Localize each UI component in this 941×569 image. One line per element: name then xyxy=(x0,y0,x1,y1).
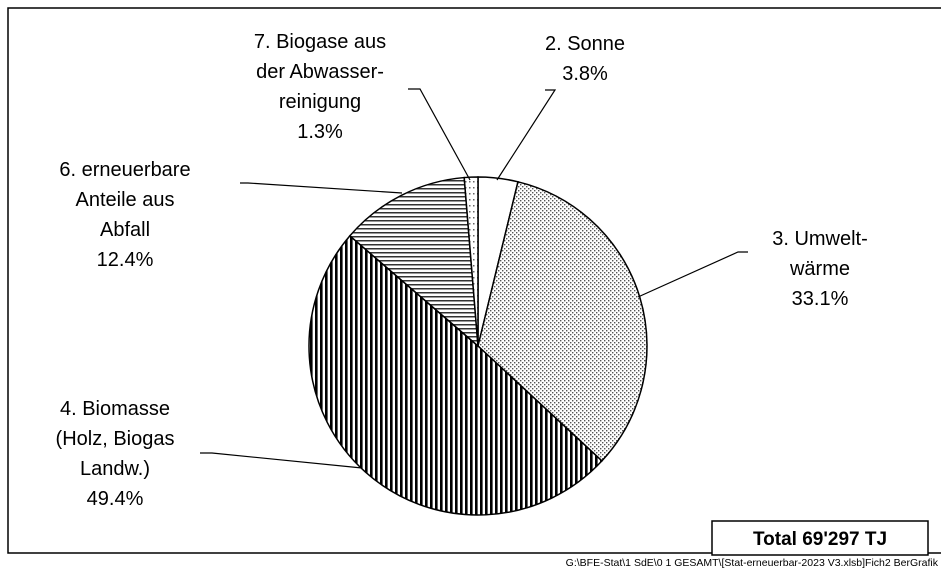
slice-label: 3. Umwelt-wärme xyxy=(772,228,868,280)
value-label: 3.8% xyxy=(562,63,608,85)
label-line: reinigung xyxy=(279,91,361,113)
pie-slice xyxy=(463,176,479,347)
slice-label: 4. Biomasse (Holz, Biogas Landw.) xyxy=(56,398,175,480)
label-line: (Holz, Biogas xyxy=(56,428,175,450)
frame xyxy=(7,7,941,554)
label-line: 6. erneuerbare xyxy=(59,159,190,181)
value-label: 49.4% xyxy=(87,488,144,510)
value-label: 33.1% xyxy=(792,288,849,310)
pie-slice xyxy=(308,234,603,516)
leader-line xyxy=(200,452,363,469)
label-line: Landw.) xyxy=(80,458,150,480)
pie-slice xyxy=(348,176,479,348)
leader-line xyxy=(637,251,748,298)
leader-line xyxy=(408,88,471,181)
total-box xyxy=(711,520,929,556)
leader-line xyxy=(240,182,403,194)
slice-label: 6. erneuerbare Anteile aus Abfall xyxy=(59,159,190,241)
label-line: 7. Biogase aus xyxy=(254,31,386,53)
label-line: 2. Sonne xyxy=(545,33,625,55)
slice-label: 2. Sonne xyxy=(545,33,625,55)
slice-label: 7. Biogase aus der Abwasser-reinigung xyxy=(254,31,386,113)
value-label: 12.4% xyxy=(97,249,154,271)
footer: G:\BFE-Stat\1 SdE\0 1 GESAMT\[Stat-erneu… xyxy=(566,557,939,569)
total-label: Total 69'297 TJ xyxy=(753,529,887,550)
label-line: Anteile aus xyxy=(76,189,175,211)
label-line: 3. Umwelt- xyxy=(772,228,868,250)
label-line: Abfall xyxy=(100,219,150,241)
label-line: 4. Biomasse xyxy=(60,398,170,420)
pie-slice xyxy=(477,180,648,462)
label-line: wärme xyxy=(789,258,850,280)
leader-line xyxy=(496,89,557,181)
label-line: der Abwasser- xyxy=(256,61,384,83)
value-label: 1.3% xyxy=(297,121,343,143)
